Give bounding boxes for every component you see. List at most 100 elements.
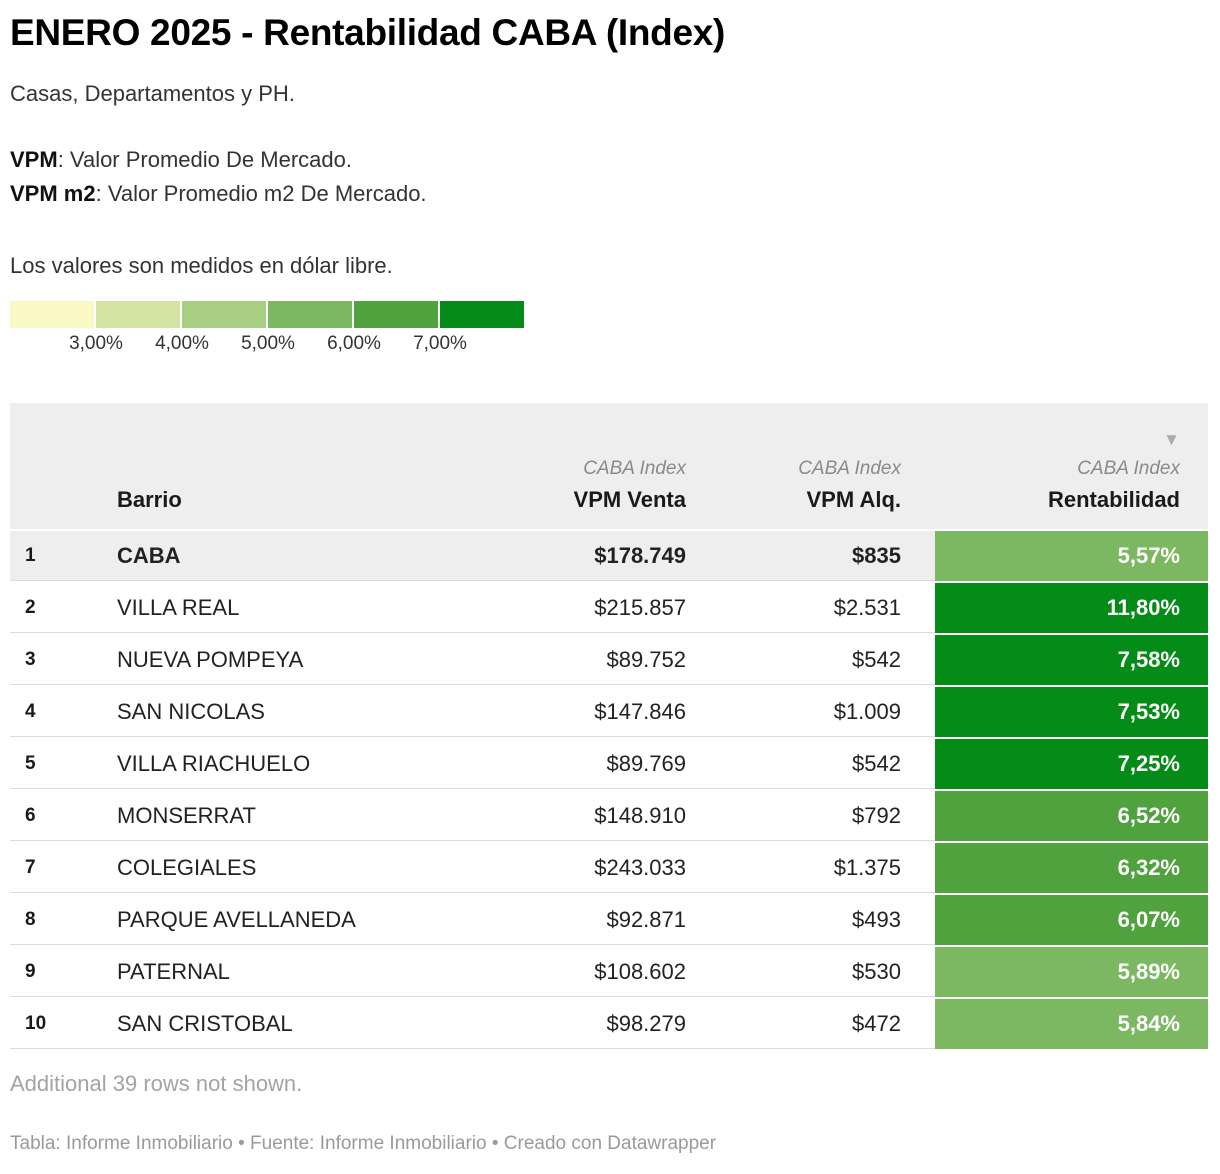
rentabilidad-cell: 7,53% bbox=[935, 686, 1208, 737]
legend-swatch bbox=[268, 300, 352, 328]
header-cell-rentabilidad[interactable]: ▼ CABA Index Rentabilidad bbox=[935, 403, 1208, 529]
column-sublabel-alq: CABA Index bbox=[798, 457, 901, 479]
legend-swatch bbox=[10, 300, 94, 328]
rank-cell: 1 bbox=[10, 530, 117, 581]
rank-cell: 6 bbox=[10, 790, 117, 841]
rentabilidad-cell: 6,32% bbox=[935, 842, 1208, 893]
vpm-venta-cell: $147.846 bbox=[460, 686, 700, 737]
column-label-rentabilidad: Rentabilidad bbox=[1047, 486, 1180, 512]
vpm-venta-cell: $98.279 bbox=[460, 998, 700, 1049]
vpm-alq-cell: $493 bbox=[700, 894, 935, 945]
rentabilidad-cell: 5,89% bbox=[935, 946, 1208, 997]
header-cell-vpm-alq[interactable]: CABA Index VPM Alq. bbox=[700, 403, 935, 529]
definition-vpm-term: VPM bbox=[10, 146, 58, 172]
page-title: ENERO 2025 - Rentabilidad CABA (Index) bbox=[10, 12, 726, 53]
vpm-venta-cell: $92.871 bbox=[460, 894, 700, 945]
definition-vpm-m2: VPM m2: Valor Promedio m2 De Mercado. bbox=[10, 177, 1210, 211]
vpm-alq-cell: $530 bbox=[700, 946, 935, 997]
column-label-barrio: Barrio bbox=[117, 486, 182, 512]
table-row: 10 SAN CRISTOBAL $98.279 $472 5,84% bbox=[10, 998, 1208, 1049]
barrio-cell: CABA bbox=[117, 530, 460, 581]
header-cell-barrio[interactable]: Barrio bbox=[117, 403, 460, 529]
vpm-alq-cell: $792 bbox=[700, 790, 935, 841]
vpm-alq-cell: $1.009 bbox=[700, 686, 935, 737]
description-line: Casas, Departamentos y PH. bbox=[10, 80, 295, 106]
hidden-rows-note: Additional 39 rows not shown. bbox=[10, 1070, 303, 1096]
table-row: 9 PATERNAL $108.602 $530 5,89% bbox=[10, 946, 1208, 997]
rentabilidad-cell: 6,52% bbox=[935, 790, 1208, 841]
sort-descending-icon[interactable]: ▼ bbox=[1163, 429, 1180, 449]
vpm-venta-cell: $108.602 bbox=[460, 946, 700, 997]
vpm-venta-cell: $178.749 bbox=[460, 530, 700, 581]
table-row: 7 COLEGIALES $243.033 $1.375 6,32% bbox=[10, 842, 1208, 893]
barrio-cell: COLEGIALES bbox=[117, 842, 460, 893]
rentabilidad-cell: 7,58% bbox=[935, 634, 1208, 685]
data-table: Barrio CABA Index VPM Venta CABA Index V… bbox=[10, 402, 1208, 1049]
vpm-alq-cell: $2.531 bbox=[700, 582, 935, 633]
vpm-alq-cell: $472 bbox=[700, 998, 935, 1049]
rank-cell: 10 bbox=[10, 998, 117, 1049]
rank-cell: 4 bbox=[10, 686, 117, 737]
definition-vpm-m2-text: : Valor Promedio m2 De Mercado. bbox=[95, 180, 427, 206]
legend-swatch bbox=[96, 300, 180, 328]
rank-cell: 2 bbox=[10, 582, 117, 633]
barrio-cell: VILLA RIACHUELO bbox=[117, 738, 460, 789]
legend-tick-label: 6,00% bbox=[327, 332, 381, 354]
barrio-cell: MONSERRAT bbox=[117, 790, 460, 841]
legend-color-bar bbox=[10, 300, 524, 328]
table-row: 4 SAN NICOLAS $147.846 $1.009 7,53% bbox=[10, 686, 1208, 737]
table-row: 5 VILLA RIACHUELO $89.769 $542 7,25% bbox=[10, 738, 1208, 789]
barrio-cell: NUEVA POMPEYA bbox=[117, 634, 460, 685]
rank-cell: 9 bbox=[10, 946, 117, 997]
column-label-vpm-venta: VPM Venta bbox=[573, 486, 686, 512]
definition-vpm-m2-term: VPM m2 bbox=[10, 180, 96, 206]
rentabilidad-cell: 7,25% bbox=[935, 738, 1208, 789]
rentabilidad-cell: 5,57% bbox=[935, 530, 1208, 581]
column-sublabel-venta: CABA Index bbox=[583, 457, 686, 479]
table-row: 6 MONSERRAT $148.910 $792 6,52% bbox=[10, 790, 1208, 841]
barrio-cell: VILLA REAL bbox=[117, 582, 460, 633]
legend-tick-label: 5,00% bbox=[241, 332, 295, 354]
table-body: 1 CABA $178.749 $835 5,57% 2 VILLA REAL $215.85… bbox=[10, 530, 1208, 1049]
table-row: 8 PARQUE AVELLANEDA $92.871 $493 6,07% bbox=[10, 894, 1208, 945]
legend-swatch bbox=[354, 300, 438, 328]
vpm-alq-cell: $1.375 bbox=[700, 842, 935, 893]
legend-swatch bbox=[182, 300, 266, 328]
table-row: 2 VILLA REAL $215.857 $2.531 11,80% bbox=[10, 582, 1208, 633]
definition-vpm-text: : Valor Promedio De Mercado. bbox=[57, 146, 352, 172]
legend-tick-label: 3,00% bbox=[69, 332, 123, 354]
header-cell-vpm-venta[interactable]: CABA Index VPM Venta bbox=[460, 403, 700, 529]
legend-swatch bbox=[440, 300, 524, 328]
rank-cell: 8 bbox=[10, 894, 117, 945]
barrio-cell: SAN CRISTOBAL bbox=[117, 998, 460, 1049]
definitions-block: VPM: Valor Promedio De Mercado. VPM m2: … bbox=[10, 143, 1210, 211]
vpm-venta-cell: $89.752 bbox=[460, 634, 700, 685]
vpm-venta-cell: $243.033 bbox=[460, 842, 700, 893]
column-sublabel-rent: CABA Index bbox=[1077, 457, 1180, 479]
vpm-alq-cell: $542 bbox=[700, 634, 935, 685]
table-row: 3 NUEVA POMPEYA $89.752 $542 7,58% bbox=[10, 634, 1208, 685]
rank-cell: 7 bbox=[10, 842, 117, 893]
rentabilidad-cell: 11,80% bbox=[935, 582, 1208, 633]
rentabilidad-cell: 6,07% bbox=[935, 894, 1208, 945]
currency-note: Los valores son medidos en dólar libre. bbox=[10, 252, 393, 278]
rentabilidad-cell: 5,84% bbox=[935, 998, 1208, 1049]
barrio-cell: PARQUE AVELLANEDA bbox=[117, 894, 460, 945]
vpm-alq-cell: $835 bbox=[700, 530, 935, 581]
legend-tick-label: 7,00% bbox=[413, 332, 467, 354]
vpm-venta-cell: $148.910 bbox=[460, 790, 700, 841]
table-header-row: Barrio CABA Index VPM Venta CABA Index V… bbox=[10, 402, 1208, 529]
vpm-alq-cell: $542 bbox=[700, 738, 935, 789]
table-row: 1 CABA $178.749 $835 5,57% bbox=[10, 530, 1208, 581]
definition-vpm: VPM: Valor Promedio De Mercado. bbox=[10, 143, 1210, 177]
column-label-vpm-alq: VPM Alq. bbox=[806, 486, 901, 512]
legend-tick-labels: 3,00% 4,00% 5,00% 6,00% 7,00% bbox=[10, 333, 524, 363]
color-legend: 3,00% 4,00% 5,00% 6,00% 7,00% bbox=[10, 300, 524, 363]
rank-cell: 5 bbox=[10, 738, 117, 789]
barrio-cell: PATERNAL bbox=[117, 946, 460, 997]
attribution-footer: Tabla: Informe Inmobiliario • Fuente: In… bbox=[10, 1132, 717, 1154]
vpm-venta-cell: $89.769 bbox=[460, 738, 700, 789]
vpm-venta-cell: $215.857 bbox=[460, 582, 700, 633]
rank-cell: 3 bbox=[10, 634, 117, 685]
